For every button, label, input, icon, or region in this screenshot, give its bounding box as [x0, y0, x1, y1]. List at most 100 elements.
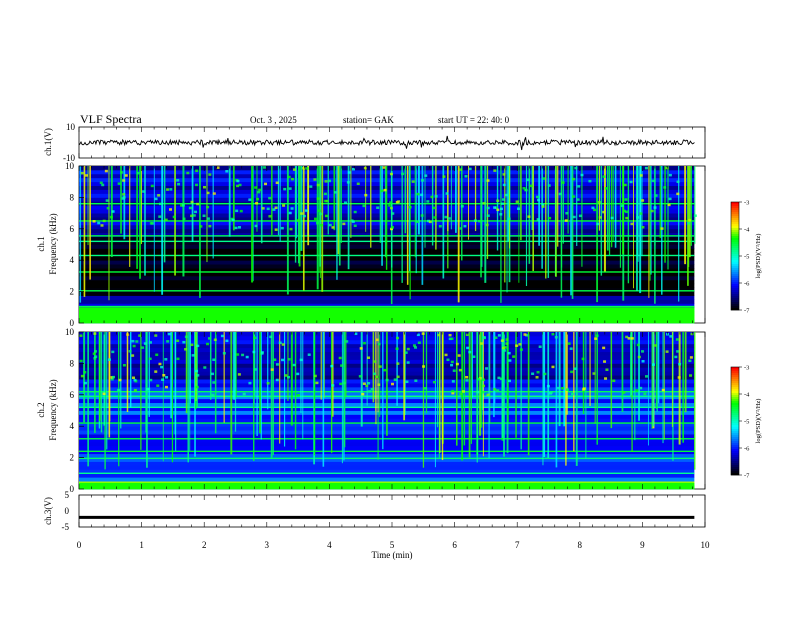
ch1-spectrogram-emission	[468, 167, 472, 171]
ch2-spectrogram-sferic	[472, 332, 473, 398]
ch1-spectrogram-emission	[572, 195, 576, 198]
ch2-spectrogram-sferic	[195, 332, 197, 402]
ch2-spectrogram-emission	[567, 342, 571, 345]
ch1-spectrogram-emission	[463, 224, 467, 228]
ch2-spectrogram-panel: 0 2 4 6 8 10 ch.2 Frequency (kHz)	[36, 327, 706, 494]
ch1-spectrogram-emission	[199, 225, 203, 228]
ch2-spectrogram-emission	[451, 389, 455, 393]
ch1-spectrogram-sferic	[581, 166, 583, 267]
ch1-spectrogram-emission	[411, 180, 415, 183]
ch1-spectrogram-emission	[238, 183, 242, 187]
ch1-spectrogram-emission	[324, 214, 328, 218]
ch2-spectrogram-row	[79, 473, 695, 478]
ch1-spectrogram-emission	[426, 200, 430, 203]
colorbar-segment	[731, 286, 739, 289]
ch2-spectrogram-emission	[406, 361, 410, 364]
figure-title: VLF Spectra	[80, 112, 142, 126]
ch1-spectrogram-sferic	[528, 166, 531, 264]
ch1-spectrogram-sferic	[277, 166, 280, 236]
colorbar-segment	[731, 415, 739, 418]
ch2-spectrogram-emission	[148, 357, 152, 361]
ch1-spectrogram-emission	[547, 184, 551, 187]
ch1-spectrogram-emission	[667, 203, 671, 207]
ch1-spectrogram-sferic	[435, 166, 437, 250]
ch1-spectrogram-emission	[262, 166, 266, 169]
ch2-spectrogram-emission	[162, 373, 166, 377]
ch1-spectrogram-emission	[122, 179, 126, 182]
ch1-spectrogram-emission	[486, 179, 490, 182]
ch1-spectrogram-emission	[577, 185, 581, 188]
ch1-spectrogram-emission	[536, 218, 540, 221]
colorbar-segment	[731, 274, 739, 277]
ch2-spectrogram-sferic	[678, 332, 681, 445]
ch1-spectrogram-emission	[668, 197, 672, 201]
ch2-spectrogram-emission	[110, 378, 114, 381]
ch2-spectrogram-row	[79, 441, 695, 447]
ch2-spectrogram-sferic	[287, 332, 289, 401]
ch2-spectrogram-sferic	[379, 332, 381, 418]
ch2-spectrogram-emission	[362, 382, 366, 385]
ch2-spectrogram-row	[79, 453, 695, 458]
ch1-spectrogram-sferic	[191, 166, 194, 242]
ch2-spectrogram-emission	[196, 374, 200, 377]
ch1-frequency-axis-label: Frequency (kHz)	[48, 213, 58, 274]
ch1-spectrogram-sferic	[600, 166, 603, 276]
ch2-spectrogram-emission	[213, 338, 217, 342]
ch1-spectrogram-ytick-label: 0	[70, 318, 75, 328]
ch1-spectrogram-emission	[216, 166, 220, 169]
ch1-spectrogram-emission	[564, 219, 568, 222]
ch1-spectrogram-emission	[432, 206, 436, 210]
colorbar-tick-label: -4	[744, 392, 750, 399]
ch2-spectrogram-sferic	[682, 332, 684, 443]
ch2-spectrogram-emission	[689, 374, 693, 377]
ch1-spectrogram-emission	[188, 206, 192, 210]
ch2-spectrogram-emission	[525, 334, 529, 337]
ch1-spectrogram-emission	[676, 192, 680, 196]
ch1-spectrogram-emission	[274, 206, 278, 210]
ch1-spectrogram-sferic	[525, 166, 528, 287]
ch1-spectrogram-sferic	[637, 166, 639, 262]
ch1-spectrogram-emission	[234, 226, 238, 230]
ch2-spectrogram-emission	[422, 365, 426, 368]
ch1-spectrogram-emission	[194, 210, 198, 214]
ch2-spectrogram-emission	[390, 382, 394, 386]
colorbar-segment	[731, 395, 739, 398]
ch2-spectrogram-emission	[482, 336, 486, 339]
ch1-spectrogram-emission	[302, 214, 306, 218]
colorbar-segment	[731, 401, 739, 404]
ch2-spectrogram-sferic	[547, 332, 550, 458]
ch1-spectrogram-sferic	[232, 166, 235, 231]
ch1-spectrogram-emission	[639, 174, 643, 177]
ch2-spectrogram-emission	[393, 378, 397, 381]
ch2-spectrogram-row	[79, 434, 695, 439]
ch1-spectrogram-emission	[380, 189, 384, 193]
ch1-spectrogram-emission	[688, 218, 692, 222]
ch2-spectrogram-emission	[149, 378, 153, 382]
ch2-spectrogram-sferic	[100, 332, 103, 433]
colorbar-segment	[731, 457, 739, 460]
ch2-spectrogram-emission	[497, 334, 501, 337]
ch2-spectrogram-sferic	[481, 332, 484, 411]
ch1-spectrogram-emission	[416, 220, 420, 223]
colorbar-segment	[731, 439, 739, 442]
ch2-spectrogram-emission	[190, 343, 194, 347]
ch1-spectrogram-emission	[353, 224, 357, 228]
colorbar-tick-label: -6	[744, 281, 750, 288]
colorbar-segment	[731, 228, 739, 231]
ch1-spectrogram-emission	[102, 219, 106, 223]
ch2-spectrogram-emission	[92, 352, 96, 355]
ch2-spectrogram-emission	[361, 392, 365, 396]
ch1-spectrogram-emission	[527, 215, 531, 218]
colorbar-segment	[731, 449, 739, 452]
ch2-spectrogram-sferic	[294, 332, 297, 450]
ch1-spectrogram-emission	[257, 190, 261, 194]
ch2-spectrogram-ytick-label: 10	[65, 327, 75, 337]
ch2-spectrogram-emission	[690, 332, 694, 336]
ch2-spectrogram-emission	[222, 352, 226, 355]
ch1-spectrogram-emission	[408, 206, 412, 209]
colorbar-segment	[731, 425, 739, 428]
ch2-spectrogram-emission	[450, 363, 454, 367]
ch1-spectrogram-emission	[304, 209, 308, 212]
ch2-spectrogram-emission	[412, 344, 416, 347]
ch1-spectrogram-sferic	[447, 166, 449, 232]
